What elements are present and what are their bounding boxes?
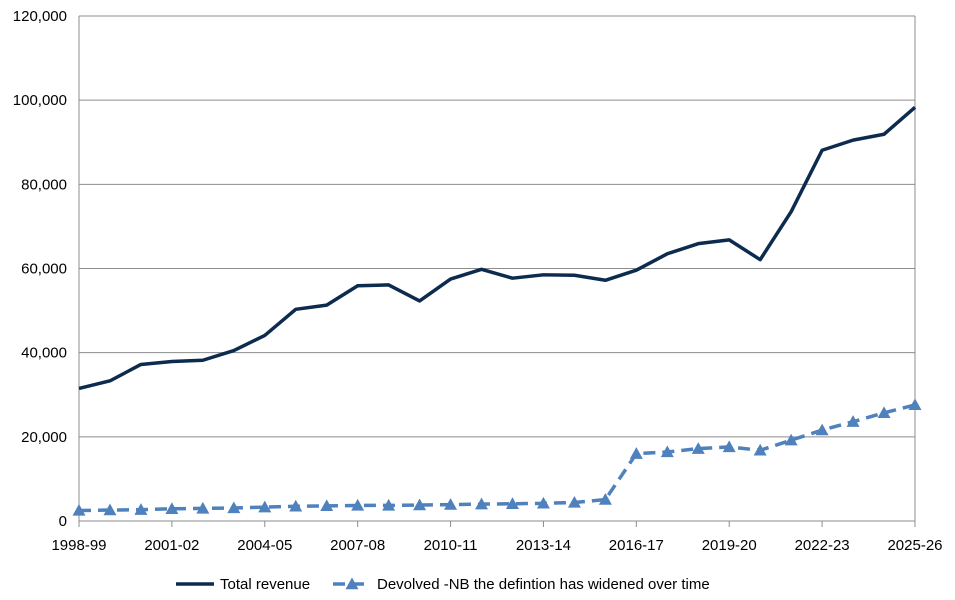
- legend-label-1: Total revenue: [220, 576, 310, 593]
- series-2-point: [413, 498, 427, 511]
- x-tick-label: 2019-20: [702, 537, 757, 554]
- series-2-point: [567, 495, 581, 508]
- x-tick-label: 2004-05: [237, 537, 292, 554]
- x-tick-label: 2001-02: [144, 537, 199, 554]
- series-2-point: [846, 415, 860, 427]
- x-tick-label: 2010-11: [424, 537, 478, 554]
- x-tick-label: 2016-17: [609, 537, 664, 554]
- series-2-point: [289, 499, 303, 512]
- x-tick-label: 2007-08: [330, 537, 385, 554]
- series-2-point: [660, 445, 674, 458]
- series-2-point: [505, 497, 519, 509]
- series-2-point: [475, 497, 489, 510]
- y-axis-tick-labels: 0 20,000 40,000 60,000 80,000 100,000 120,000: [13, 8, 67, 530]
- series-2-point: [598, 493, 612, 505]
- series-2-point: [134, 503, 148, 515]
- series-2-point: [753, 443, 767, 456]
- gridlines: [79, 15, 915, 438]
- x-tick-label: 2025-26: [887, 537, 942, 554]
- y-tick-label: 100,000: [13, 92, 67, 109]
- legend-label-2: Devolved -NB the defintion has widened o…: [377, 576, 710, 593]
- series-2-point: [72, 503, 86, 516]
- y-tick-label: 60,000: [21, 261, 67, 278]
- series-2-point: [629, 447, 643, 459]
- series-2-point: [722, 440, 736, 453]
- series-2-point: [196, 501, 210, 514]
- series-2-point: [382, 498, 396, 511]
- series-2-point: [103, 503, 117, 516]
- series-line-2: [78, 403, 916, 513]
- series-2-point: [691, 442, 705, 454]
- legend: Total revenue Devolved -NB the defintion …: [176, 576, 710, 593]
- series-2-point: [165, 502, 179, 514]
- y-tick-label: 120,000: [13, 8, 67, 25]
- series-2-point: [784, 433, 798, 446]
- series-line-1: [78, 106, 917, 391]
- series-2-point: [258, 500, 272, 513]
- y-tick-label: 40,000: [21, 345, 67, 362]
- series-2-point: [536, 496, 550, 509]
- x-tick-label: 2013-14: [516, 537, 571, 554]
- series-2-point: [351, 498, 365, 511]
- y-tick-label: 80,000: [21, 176, 67, 193]
- series-2-point: [227, 501, 241, 514]
- legend-marker-2: [345, 577, 359, 590]
- series-2-point: [320, 499, 334, 512]
- x-axis: 1998-99 2001-02 2004-05 2007-08 2010-11 2013-…: [51, 16, 943, 554]
- y-tick-label: 20,000: [21, 429, 67, 446]
- series-2-point: [444, 498, 458, 510]
- series-2-point: [877, 406, 891, 419]
- x-tick-label: 2022-23: [795, 537, 850, 554]
- plot-area: [72, 106, 922, 516]
- series-2-point: [815, 423, 829, 436]
- x-tick-label: 1998-99: [51, 537, 106, 554]
- series-2-point: [908, 398, 922, 411]
- y-tick-label: 0: [59, 513, 67, 530]
